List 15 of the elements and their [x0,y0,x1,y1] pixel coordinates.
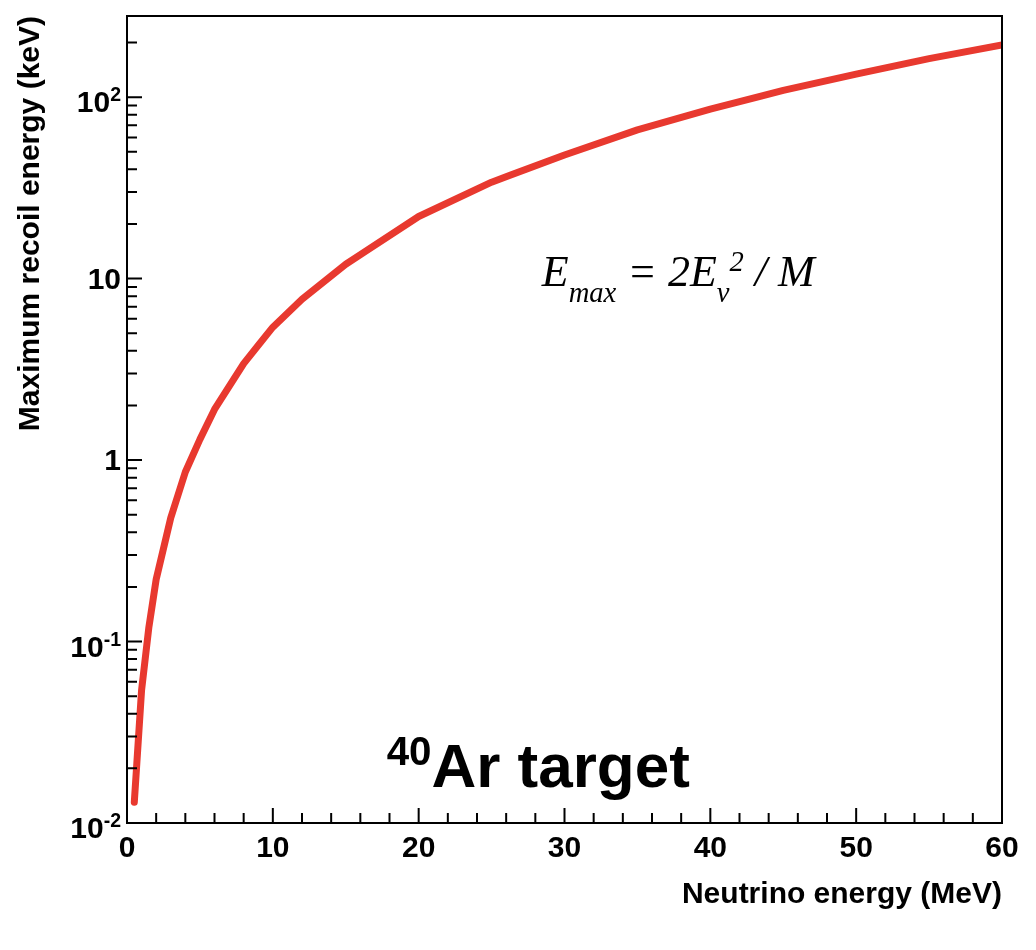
x-tick-label: 10 [256,830,290,863]
x-tick-label: 60 [985,830,1019,863]
y-tick-label: 10$^{-1}$ [70,627,122,663]
y-tick-label: 10 [87,261,121,295]
x-tick-label: 50 [839,830,873,863]
x-axis-title: Neutrino energy (MeV) [681,876,1002,909]
annotation: $^{40}$Ar target [386,728,690,800]
annotation: E$_{max}$ = 2E$_{ν}$$^{2}$ / M [540,245,818,308]
x-tick-label: 40 [693,830,728,863]
y-tick-label: 10$^{2}$ [76,83,122,119]
x-tick-label: 0 [118,830,136,863]
x-tick-label: 20 [401,830,436,863]
x-tick-label: 30 [547,830,582,863]
y-tick-label: 1 [104,443,121,477]
y-axis-title: Maximum recoil energy (keV) [12,16,45,432]
